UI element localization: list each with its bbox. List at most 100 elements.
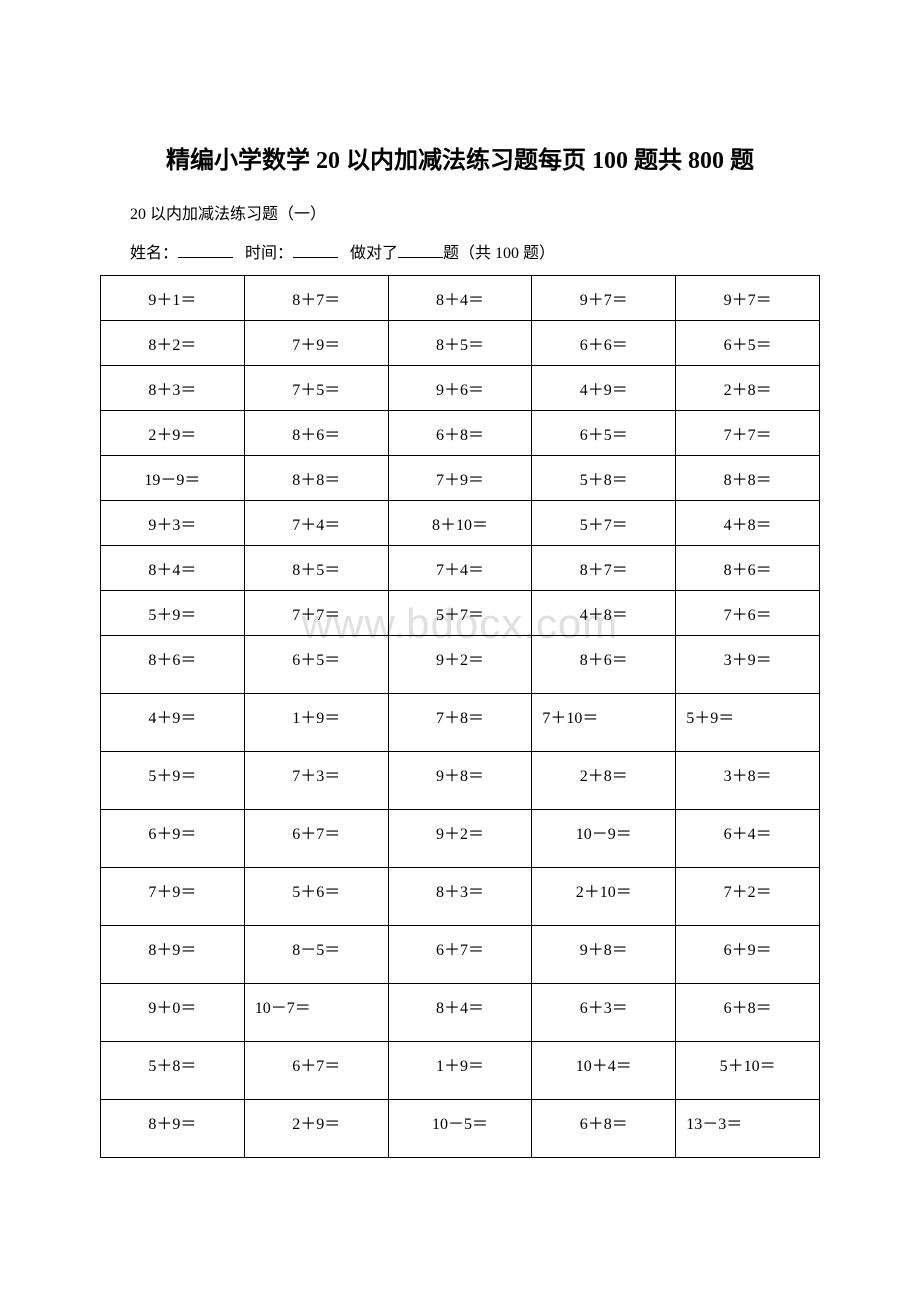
table-cell: 1＋9＝: [388, 1042, 532, 1100]
table-cell: 8＋10＝: [388, 501, 532, 546]
table-row: 7＋9＝5＋6＝8＋3＝2＋10＝7＋2＝: [101, 868, 820, 926]
table-cell: 6＋7＝: [244, 1042, 388, 1100]
table-cell: 5＋8＝: [101, 1042, 245, 1100]
table-cell: 7＋7＝: [244, 591, 388, 636]
table-cell: 5＋7＝: [532, 501, 676, 546]
table-cell: 9＋1＝: [101, 276, 245, 321]
table-cell: 6＋6＝: [532, 321, 676, 366]
table-cell: 7＋9＝: [101, 868, 245, 926]
table-cell: 8＋8＝: [676, 456, 820, 501]
table-cell: 7＋8＝: [388, 694, 532, 752]
table-row: 4＋9＝1＋9＝7＋8＝7＋10＝5＋9＝: [101, 694, 820, 752]
table-cell: 7＋2＝: [676, 868, 820, 926]
content-wrapper: 精编小学数学 20 以内加减法练习题每页 100 题共 800 题 20 以内加…: [100, 140, 820, 1158]
table-cell: 6＋9＝: [101, 810, 245, 868]
table-row: 9＋3＝7＋4＝8＋10＝5＋7＝4＋8＝: [101, 501, 820, 546]
table-cell: 3＋8＝: [676, 752, 820, 810]
table-cell: 4＋9＝: [532, 366, 676, 411]
table-cell: 8－5＝: [244, 926, 388, 984]
table-row: 9＋0＝10－7＝8＋4＝6＋3＝6＋8＝: [101, 984, 820, 1042]
table-cell: 8＋9＝: [101, 1100, 245, 1158]
table-cell: 8＋7＝: [244, 276, 388, 321]
table-row: 2＋9＝8＋6＝6＋8＝6＋5＝7＋7＝: [101, 411, 820, 456]
table-cell: 7＋4＝: [244, 501, 388, 546]
table-cell: 7＋6＝: [676, 591, 820, 636]
table-cell: 5＋9＝: [676, 694, 820, 752]
table-row: 5＋9＝7＋7＝5＋7＝4＋8＝7＋6＝: [101, 591, 820, 636]
table-cell: 2＋8＝: [676, 366, 820, 411]
table-cell: 9＋3＝: [101, 501, 245, 546]
correct-suffix: 题（共 100 题）: [443, 245, 555, 262]
table-cell: 1＋9＝: [244, 694, 388, 752]
table-cell: 6＋8＝: [388, 411, 532, 456]
table-cell: 3＋9＝: [676, 636, 820, 694]
time-blank: [293, 240, 338, 258]
table-cell: 8＋7＝: [532, 546, 676, 591]
table-cell: 5＋9＝: [101, 591, 245, 636]
table-cell: 2＋9＝: [101, 411, 245, 456]
table-cell: 5＋9＝: [101, 752, 245, 810]
table-cell: 4＋8＝: [532, 591, 676, 636]
table-cell: 6＋8＝: [676, 984, 820, 1042]
table-cell: 7＋3＝: [244, 752, 388, 810]
table-row: 8＋9＝8－5＝6＋7＝9＋8＝6＋9＝: [101, 926, 820, 984]
table-cell: 8＋2＝: [101, 321, 245, 366]
table-cell: 7＋7＝: [676, 411, 820, 456]
table-cell: 7＋5＝: [244, 366, 388, 411]
table-cell: 6＋4＝: [676, 810, 820, 868]
table-cell: 5＋7＝: [388, 591, 532, 636]
subtitle: 20 以内加减法练习题（一）: [130, 200, 820, 224]
table-cell: 7＋10＝: [532, 694, 676, 752]
table-row: 8＋3＝7＋5＝9＋6＝4＋9＝2＋8＝: [101, 366, 820, 411]
table-cell: 8＋5＝: [388, 321, 532, 366]
name-blank: [178, 240, 233, 258]
table-cell: 8＋8＝: [244, 456, 388, 501]
table-row: 5＋8＝6＋7＝1＋9＝10＋4＝5＋10＝: [101, 1042, 820, 1100]
table-cell: 8＋9＝: [101, 926, 245, 984]
table-cell: 6＋5＝: [244, 636, 388, 694]
time-label: 时间：: [245, 245, 293, 262]
table-cell: 6＋5＝: [676, 321, 820, 366]
table-cell: 9＋6＝: [388, 366, 532, 411]
page-title: 精编小学数学 20 以内加减法练习题每页 100 题共 800 题: [100, 140, 820, 175]
table-cell: 8＋6＝: [101, 636, 245, 694]
table-cell: 9＋8＝: [388, 752, 532, 810]
table-cell: 4＋9＝: [101, 694, 245, 752]
table-cell: 8＋3＝: [388, 868, 532, 926]
table-cell: 10＋4＝: [532, 1042, 676, 1100]
table-cell: 6＋7＝: [244, 810, 388, 868]
table-cell: 9＋2＝: [388, 636, 532, 694]
table-cell: 9＋7＝: [532, 276, 676, 321]
table-cell: 8＋3＝: [101, 366, 245, 411]
table-cell: 8＋4＝: [388, 984, 532, 1042]
table-cell: 5＋8＝: [532, 456, 676, 501]
table-body: 9＋1＝8＋7＝8＋4＝9＋7＝9＋7＝8＋2＝7＋9＝8＋5＝6＋6＝6＋5＝…: [101, 276, 820, 1158]
table-cell: 8＋4＝: [101, 546, 245, 591]
table-cell: 5＋6＝: [244, 868, 388, 926]
table-cell: 10－9＝: [532, 810, 676, 868]
table-cell: 8＋5＝: [244, 546, 388, 591]
table-cell: 8＋6＝: [532, 636, 676, 694]
table-cell: 6＋3＝: [532, 984, 676, 1042]
table-cell: 8＋6＝: [244, 411, 388, 456]
table-row: 8＋4＝8＋5＝7＋4＝8＋7＝8＋6＝: [101, 546, 820, 591]
worksheet-table: 9＋1＝8＋7＝8＋4＝9＋7＝9＋7＝8＋2＝7＋9＝8＋5＝6＋6＝6＋5＝…: [100, 275, 820, 1158]
table-cell: 2＋10＝: [532, 868, 676, 926]
table-cell: 8＋4＝: [388, 276, 532, 321]
table-cell: 5＋10＝: [676, 1042, 820, 1100]
name-label: 姓名：: [130, 245, 178, 262]
table-cell: 10－5＝: [388, 1100, 532, 1158]
table-cell: 10－7＝: [244, 984, 388, 1042]
info-line: 姓名： 时间： 做对了 题（共 100 题）: [130, 239, 820, 263]
table-cell: 7＋4＝: [388, 546, 532, 591]
table-row: 8＋9＝2＋9＝10－5＝6＋8＝13－3＝: [101, 1100, 820, 1158]
table-cell: 6＋9＝: [676, 926, 820, 984]
correct-label: 做对了: [350, 245, 398, 262]
table-cell: 13－3＝: [676, 1100, 820, 1158]
table-cell: 9＋2＝: [388, 810, 532, 868]
table-cell: 9＋0＝: [101, 984, 245, 1042]
table-cell: 2＋8＝: [532, 752, 676, 810]
table-cell: 9＋8＝: [532, 926, 676, 984]
table-row: 8＋6＝6＋5＝9＋2＝8＋6＝3＋9＝: [101, 636, 820, 694]
table-row: 9＋1＝8＋7＝8＋4＝9＋7＝9＋7＝: [101, 276, 820, 321]
